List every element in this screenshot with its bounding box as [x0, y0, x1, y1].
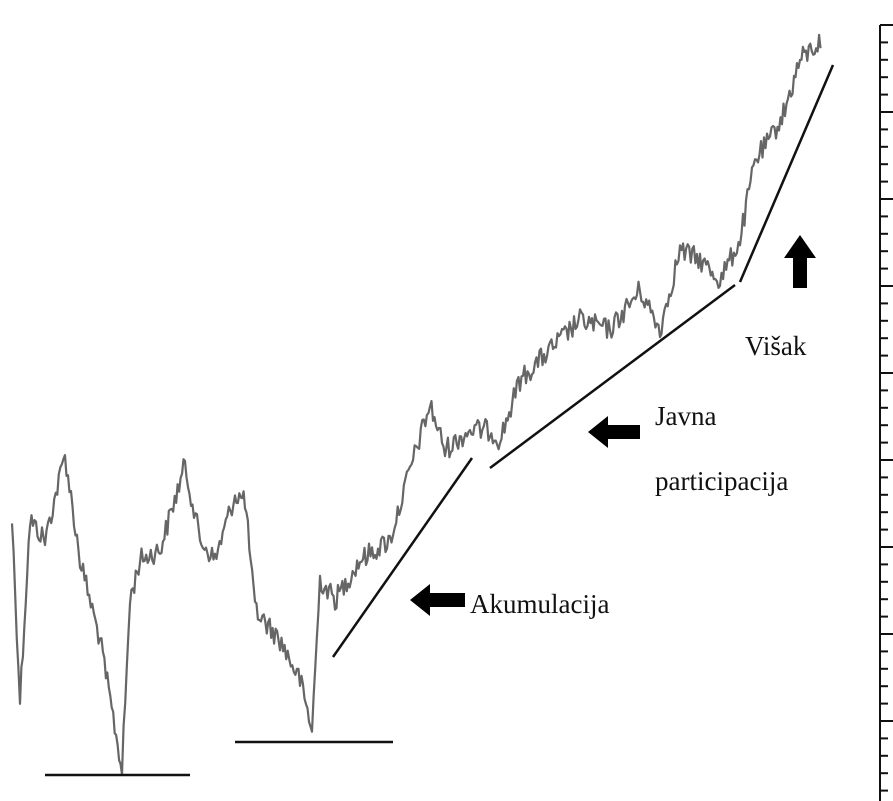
arrow-left	[410, 584, 465, 616]
trend-line	[738, 64, 835, 283]
right-axis	[879, 24, 893, 801]
label: Višak	[745, 331, 807, 361]
price-line	[10, 33, 822, 776]
support-lines	[45, 64, 835, 777]
label: Javna	[655, 401, 716, 431]
trend-line	[489, 283, 736, 470]
label: Akumulacija	[470, 589, 609, 619]
arrow-left	[588, 416, 640, 448]
arrow-up	[784, 235, 816, 288]
label: participacija	[655, 466, 788, 496]
trend-line	[331, 457, 474, 658]
arrows	[410, 235, 816, 616]
